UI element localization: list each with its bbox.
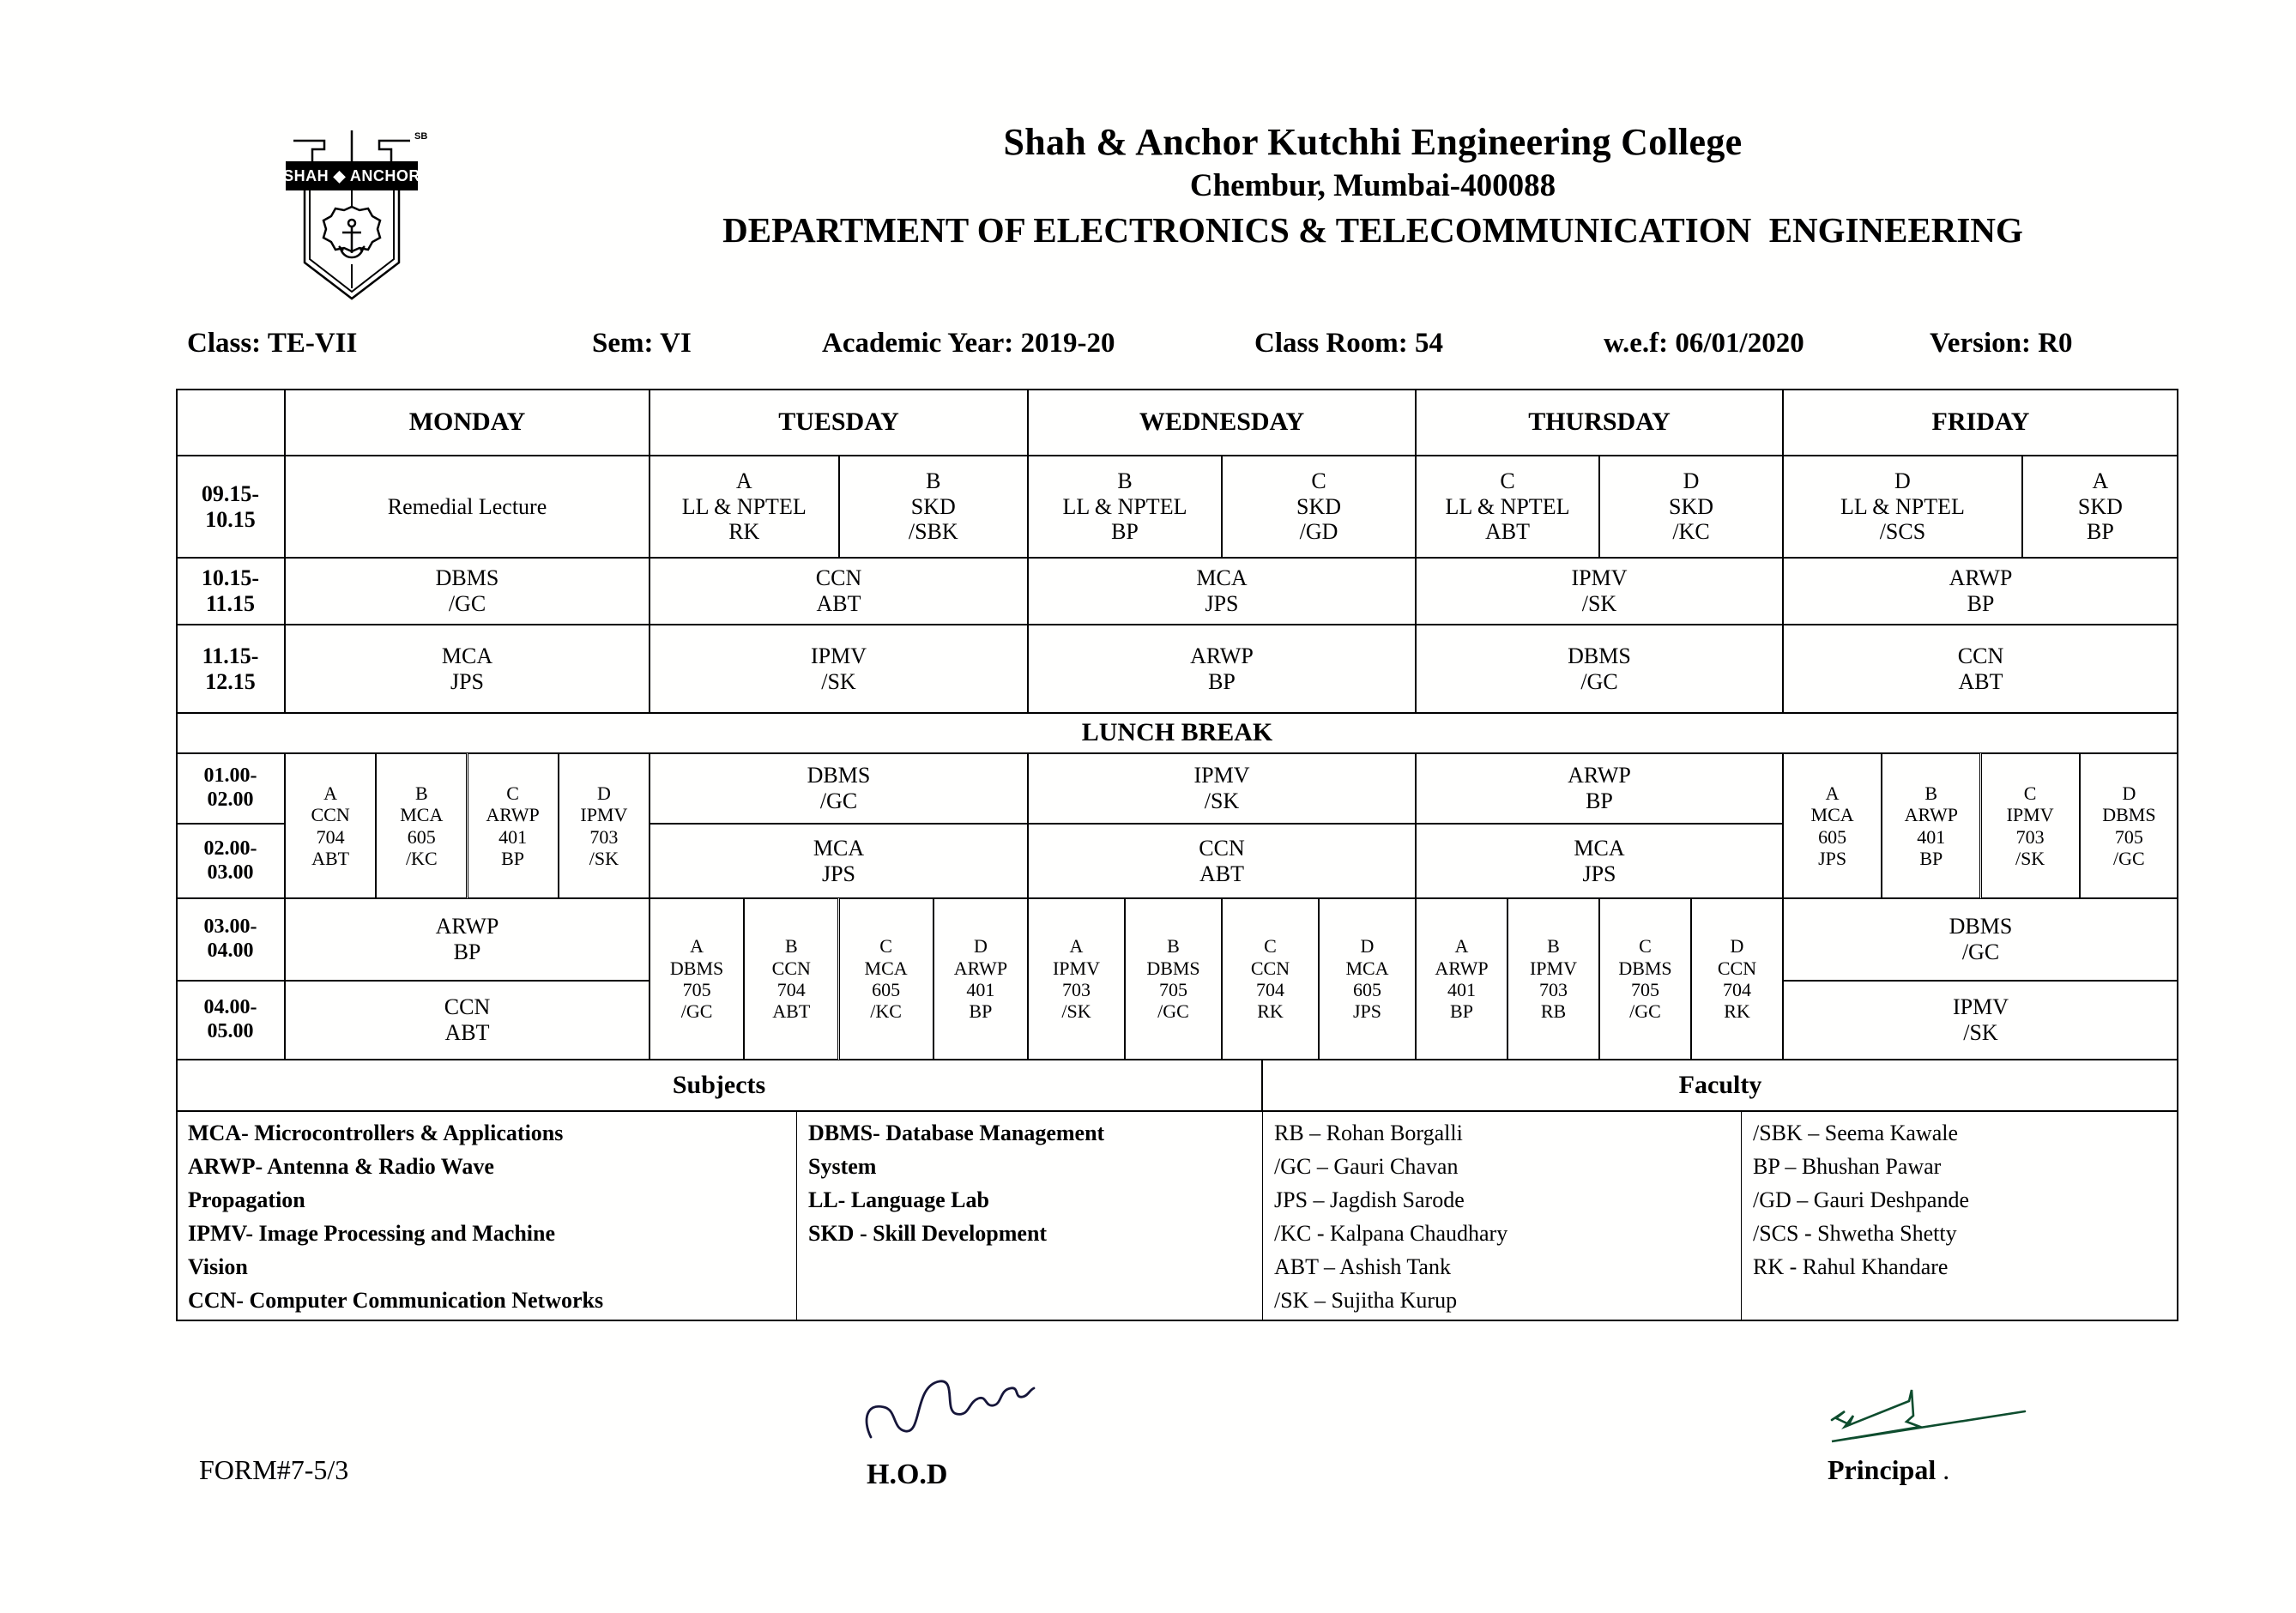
- svg-text:SB: SB: [414, 131, 427, 142]
- svg-text:SHAH ◆ ANCHOR: SHAH ◆ ANCHOR: [283, 167, 420, 184]
